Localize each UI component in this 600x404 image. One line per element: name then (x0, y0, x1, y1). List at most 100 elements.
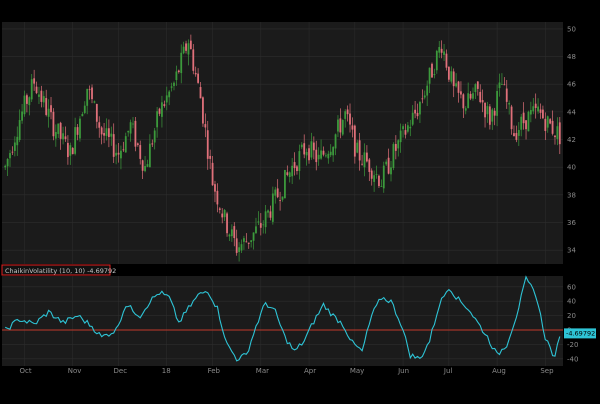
candle-body (402, 126, 404, 130)
candle-body (279, 200, 281, 202)
candle-body (421, 98, 424, 100)
candle-body (457, 81, 460, 93)
candle-body (189, 40, 192, 50)
candle-body (276, 188, 279, 198)
candle-body (16, 136, 19, 146)
price-tick-label: 40 (567, 164, 576, 172)
price-tick-label: 46 (567, 81, 576, 89)
candle-body (151, 143, 154, 145)
candle-body (320, 150, 322, 159)
candle-body (117, 152, 120, 155)
candle-body (387, 157, 390, 174)
candle-body (370, 170, 373, 179)
candle-body (134, 120, 137, 147)
candle-body (312, 142, 315, 151)
candle-body (544, 118, 547, 131)
candle-body (271, 193, 274, 222)
price-tick-label: 48 (567, 53, 576, 61)
candle-body (546, 116, 549, 128)
candle-body (558, 122, 561, 145)
candle-body (433, 74, 436, 76)
candle-body (291, 165, 294, 177)
candle-body (40, 90, 43, 102)
oscillator-axis: 6040200-20-40 (567, 283, 578, 363)
candle-body (180, 52, 183, 74)
candle-body (202, 97, 204, 124)
candle-body (250, 240, 253, 243)
osc-tick-label: 60 (567, 283, 576, 291)
candle-body (525, 120, 527, 130)
candle-body (136, 143, 139, 145)
candle-body (120, 150, 122, 159)
candle-body (346, 109, 349, 115)
candle-body (83, 105, 86, 113)
candle-body (325, 155, 327, 157)
candle-body (431, 63, 433, 78)
candle-body (139, 145, 142, 159)
candle-body (375, 174, 378, 175)
price-tick-label: 38 (567, 191, 576, 199)
candle-body (517, 130, 520, 136)
price-grid (2, 22, 563, 264)
candle-body (168, 91, 171, 98)
candle-body (479, 91, 482, 103)
candle-body (76, 127, 79, 135)
candle-body (243, 238, 245, 242)
candle-body (513, 133, 515, 137)
candle-body (177, 70, 180, 73)
candle-body (522, 112, 525, 124)
candle-body (467, 93, 470, 109)
candle-body (488, 106, 491, 125)
study-label[interactable]: ChaikinVolatility (10, 10) -4.69792 (1, 264, 116, 276)
candle-body (127, 130, 130, 133)
candle-body (447, 66, 450, 80)
candle-body (305, 151, 308, 156)
candle-body (462, 94, 465, 109)
candle-body (334, 134, 337, 149)
candle-body (438, 47, 441, 53)
candle-body (262, 224, 265, 226)
candle-body (33, 78, 36, 84)
candle-body (54, 132, 57, 139)
candle-body (173, 82, 175, 86)
candle-body (394, 143, 397, 151)
candle-body (235, 238, 238, 253)
time-tick-label: Mar (256, 367, 269, 375)
candle-body (62, 133, 64, 140)
candle-body (267, 210, 269, 213)
candle-body (79, 118, 81, 139)
candle-body (52, 111, 55, 137)
candle-body (91, 87, 93, 100)
candle-body (240, 244, 243, 251)
candle-body (206, 130, 209, 159)
candle-body (378, 175, 380, 187)
candle-body (11, 151, 14, 153)
candle-body (105, 128, 108, 136)
time-tick-label: Feb (208, 367, 221, 375)
candle-body (464, 108, 467, 111)
price-tick-label: 42 (567, 136, 576, 144)
candle-body (66, 142, 69, 158)
candle-body (472, 93, 474, 99)
candle-body (469, 93, 472, 99)
candle-body (409, 126, 412, 129)
price-panel[interactable] (2, 22, 563, 264)
candle-body (327, 153, 330, 159)
candle-body (197, 73, 200, 83)
candle-body (6, 158, 9, 167)
candle-body (238, 247, 240, 252)
candle-body (505, 88, 508, 102)
candle-body (549, 119, 552, 124)
candle-body (349, 113, 351, 125)
value-badge-box (564, 328, 596, 339)
candle-body (71, 147, 74, 155)
candle-body (107, 128, 110, 138)
oscillator-panel[interactable] (2, 276, 563, 366)
candle-body (88, 89, 91, 91)
time-tick-label: Dec (114, 367, 128, 375)
candle-body (165, 95, 168, 103)
candle-body (380, 186, 383, 187)
candle-body (192, 49, 195, 71)
candle-body (474, 84, 477, 93)
